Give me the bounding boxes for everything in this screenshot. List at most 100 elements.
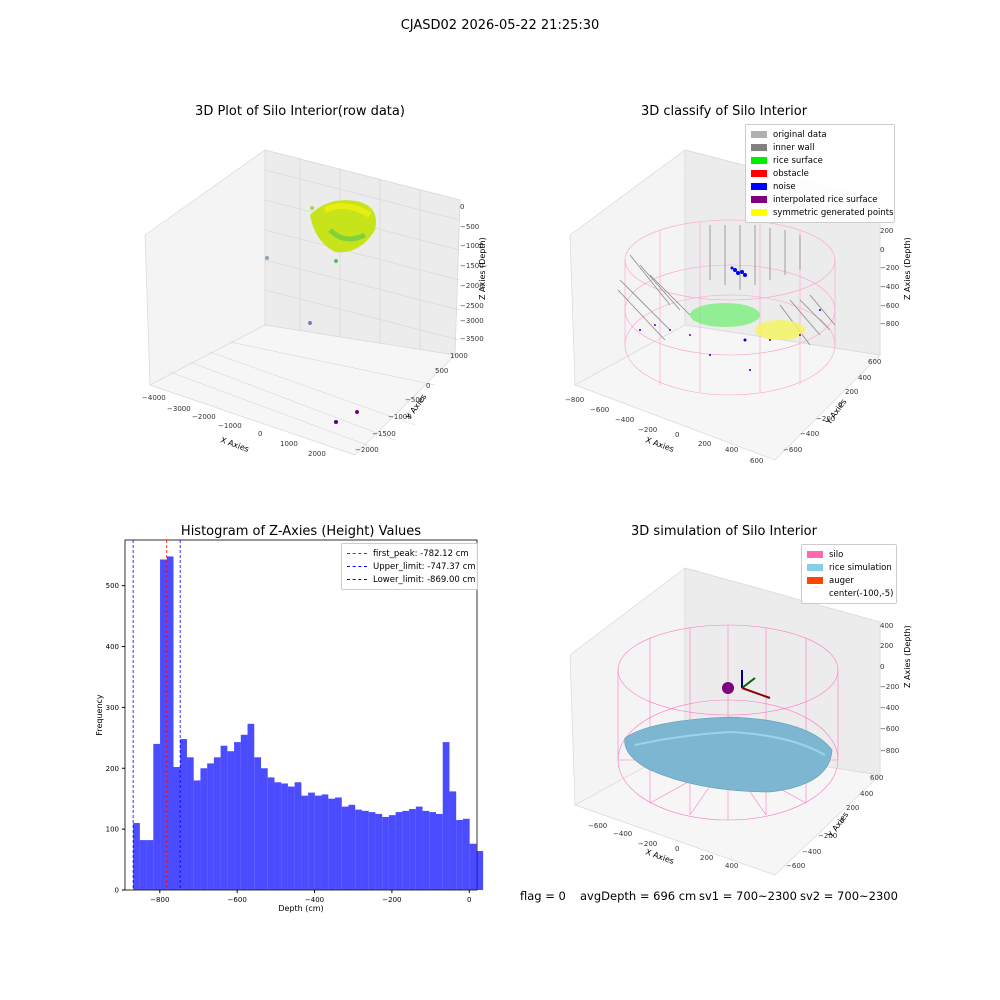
- panel4-ytick: 400: [860, 790, 873, 798]
- legend-swatch: [751, 196, 767, 203]
- hist-bar: [462, 818, 470, 890]
- hist-bar: [469, 843, 477, 890]
- footer-sv1: sv1 = 700~2300: [699, 889, 797, 903]
- legend-line: [347, 566, 367, 567]
- hist-bar: [173, 767, 181, 890]
- panel1-ztick: −2000: [460, 282, 484, 290]
- panel1-ytick: −1500: [372, 430, 396, 438]
- panel1-ztick: −500: [460, 223, 479, 231]
- panel4-ytick: −200: [818, 832, 837, 840]
- legend-swatch: [751, 131, 767, 138]
- hist-bar: [274, 782, 282, 890]
- legend-swatch: [807, 551, 823, 558]
- legend-swatch: [751, 144, 767, 151]
- hist-bar: [341, 806, 349, 890]
- panel2-inner-wall: [617, 225, 836, 346]
- panel4-ytick: −400: [802, 848, 821, 856]
- panel4-ytick: 600: [870, 774, 883, 782]
- hist-bar: [348, 804, 356, 890]
- panel4-rice-surface: [624, 716, 833, 793]
- figure-title: CJASD02 2026-05-22 21:25:30: [400, 18, 600, 33]
- hist-bar: [240, 734, 248, 890]
- footer-flag: flag = 0: [520, 889, 566, 903]
- hist-bar: [422, 810, 430, 890]
- panel2-xtick: −600: [590, 406, 609, 414]
- hist-bar: [415, 806, 423, 890]
- hist-bar: [368, 812, 376, 890]
- legend-item: silo: [807, 548, 891, 561]
- legend-item: Lower_limit: -869.00 cm: [347, 573, 475, 586]
- panel1-point-cloud: [265, 200, 376, 424]
- panel1-ytick: 0: [426, 382, 430, 390]
- panel1-xtick: −4000: [142, 394, 166, 402]
- panel4-legend: silo rice simulation auger center(-100,-…: [801, 544, 897, 604]
- hist-bar: [456, 820, 463, 890]
- panel4-ytick: −600: [786, 862, 805, 870]
- panel1-xtick: −1000: [218, 422, 242, 430]
- hist-bar: [247, 723, 255, 890]
- panel2-ztick: −200: [880, 264, 899, 272]
- hist-bar: [281, 783, 288, 890]
- hist-bar: [388, 815, 396, 890]
- panel2-ztick: −600: [880, 302, 899, 310]
- panel4-ztick: −200: [880, 683, 899, 691]
- panel2-xtick: −800: [565, 396, 584, 404]
- panel2-xtick: 600: [750, 457, 763, 465]
- hist-ytick-label: 100: [106, 826, 119, 834]
- hist-xtick-label: −200: [382, 896, 401, 904]
- panel4-ytick: 0: [840, 817, 844, 825]
- panel1-ztick: −1500: [460, 262, 484, 270]
- panel2-symmetric-points: [755, 320, 805, 340]
- legend-item: auger: [807, 574, 891, 587]
- hist-bar: [355, 809, 362, 890]
- panel4-ytick: 200: [846, 804, 859, 812]
- panel1-zlabel: Z Axies (Depth): [478, 237, 487, 300]
- hist-ytick-label: 400: [106, 643, 119, 651]
- legend-item: noise: [751, 180, 889, 193]
- panel1-xtick: 2000: [308, 450, 326, 458]
- hist-bar: [267, 777, 275, 890]
- legend-item: rice surface: [751, 154, 889, 167]
- hist-title: Histogram of Z-Axies (Height) Values: [180, 524, 422, 539]
- panel2-xlabel: X Axies: [644, 435, 675, 454]
- panel1-ytick: −1000: [388, 413, 412, 421]
- legend-swatch: [751, 157, 767, 164]
- legend-swatch: [807, 590, 823, 597]
- panel2-ztick: −800: [880, 320, 899, 328]
- panel4-ztick: −800: [880, 747, 899, 755]
- hist-bar: [449, 791, 457, 890]
- hist-bar: [200, 768, 208, 890]
- legend-line: [347, 553, 367, 554]
- panel4-ztick: 0: [880, 663, 884, 671]
- hist-ytick-label: 200: [106, 765, 119, 773]
- hist-bar: [382, 816, 389, 890]
- panel4-xtick: −200: [638, 840, 657, 848]
- hist-bar: [361, 810, 369, 890]
- hist-bar: [261, 768, 268, 890]
- legend-item: interpolated rice surface: [751, 193, 889, 206]
- panel1-ztick: 0: [460, 203, 464, 211]
- footer-sv2: sv2 = 700~2300: [800, 889, 898, 903]
- panel2-ytick: −600: [783, 446, 802, 454]
- hist-bar: [335, 797, 342, 890]
- hist-bar: [139, 840, 147, 890]
- histogram-chart: −800 −600 −400 −200 0 0 100 200 300 400 500 Depth…: [95, 539, 484, 913]
- panel2-ytick: 0: [838, 401, 842, 409]
- hist-yticks: 0 100 200 300 400 500: [106, 582, 125, 895]
- hist-ylabel: Frequency: [95, 694, 104, 736]
- panel4-xtick: 0: [675, 845, 679, 853]
- panel2-ztick: 200: [880, 227, 893, 235]
- panel1-ztick: −3500: [460, 335, 484, 343]
- hist-bar: [180, 739, 187, 890]
- hist-ytick-label: 0: [115, 887, 119, 895]
- hist-bar: [234, 742, 241, 890]
- panel1-xtick: 1000: [280, 440, 298, 448]
- hist-bar: [314, 795, 322, 890]
- hist-bar: [321, 794, 329, 890]
- panel2-ztick: −400: [880, 283, 899, 291]
- hist-bars: [133, 556, 484, 890]
- hist-bar: [287, 786, 295, 890]
- hist-bar: [308, 792, 315, 890]
- legend-swatch: [751, 183, 767, 190]
- panel4-auger: [722, 670, 771, 699]
